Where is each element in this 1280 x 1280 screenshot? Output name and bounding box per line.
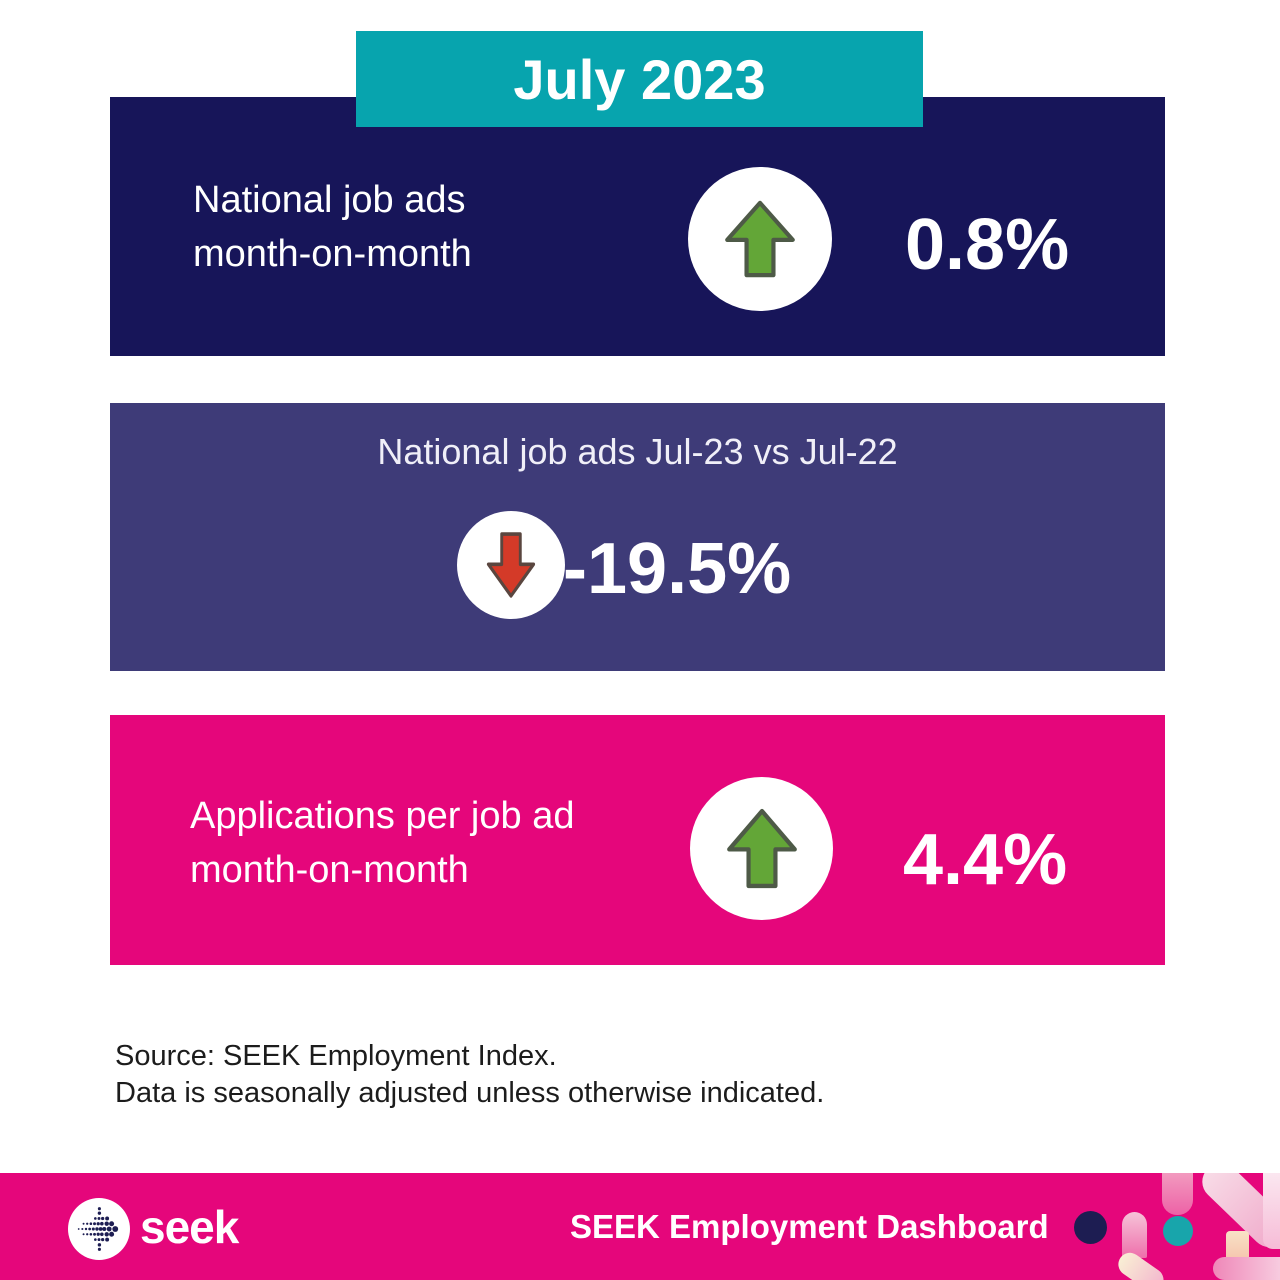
metric-label-line1: Applications per job ad xyxy=(190,795,575,837)
decoration-pink-bar xyxy=(1122,1212,1147,1258)
arrow-down-icon xyxy=(486,532,536,598)
decoration-bottom-bar xyxy=(1213,1257,1280,1280)
arrow-up-badge xyxy=(690,777,833,920)
metric-label-line1: National job ads xyxy=(193,179,466,221)
footer-bar: seek SEEK Employment Dashboard xyxy=(0,1173,1280,1280)
card-applications-per-job-ad: Applications per job ad month-on-month 4… xyxy=(110,715,1165,965)
seek-logo xyxy=(68,1198,130,1260)
card-national-job-ads-yoy: National job ads Jul-23 vs Jul-22 -19.5% xyxy=(110,403,1165,671)
seek-dotted-arrow-icon xyxy=(77,1207,119,1251)
metric-label: National job ads month-on-month xyxy=(193,173,472,281)
metric-value: 4.4% xyxy=(903,820,1068,900)
decoration-navy-dot xyxy=(1074,1211,1107,1244)
footer-title: SEEK Employment Dashboard xyxy=(570,1207,1049,1245)
arrow-down-badge xyxy=(457,511,565,619)
decoration-teal-dot xyxy=(1163,1216,1193,1246)
arrow-up-icon xyxy=(725,200,795,278)
card-national-job-ads-mom: National job ads month-on-month 0.8% xyxy=(110,97,1165,356)
source-line2: Data is seasonally adjusted unless other… xyxy=(115,1077,825,1109)
month-banner: July 2023 xyxy=(356,31,923,127)
decoration-pink-bar-top xyxy=(1162,1173,1193,1215)
source-line1: Source: SEEK Employment Index. xyxy=(115,1040,557,1072)
arrow-up-badge xyxy=(688,167,832,311)
arrow-up-icon xyxy=(726,808,797,889)
metric-value: -19.5% xyxy=(563,529,792,609)
decoration-right-strip xyxy=(1263,1173,1280,1249)
metric-value: 0.8% xyxy=(905,205,1070,285)
source-note: Source: SEEK Employment Index. Data is s… xyxy=(115,1038,824,1112)
metric-label-line2: month-on-month xyxy=(193,233,472,275)
metric-title: National job ads Jul-23 vs Jul-22 xyxy=(377,431,898,472)
seek-logotype: seek xyxy=(140,1200,239,1253)
metric-label: Applications per job ad month-on-month xyxy=(190,789,574,897)
month-title: July 2023 xyxy=(513,47,766,111)
metric-label-line2: month-on-month xyxy=(190,849,469,891)
